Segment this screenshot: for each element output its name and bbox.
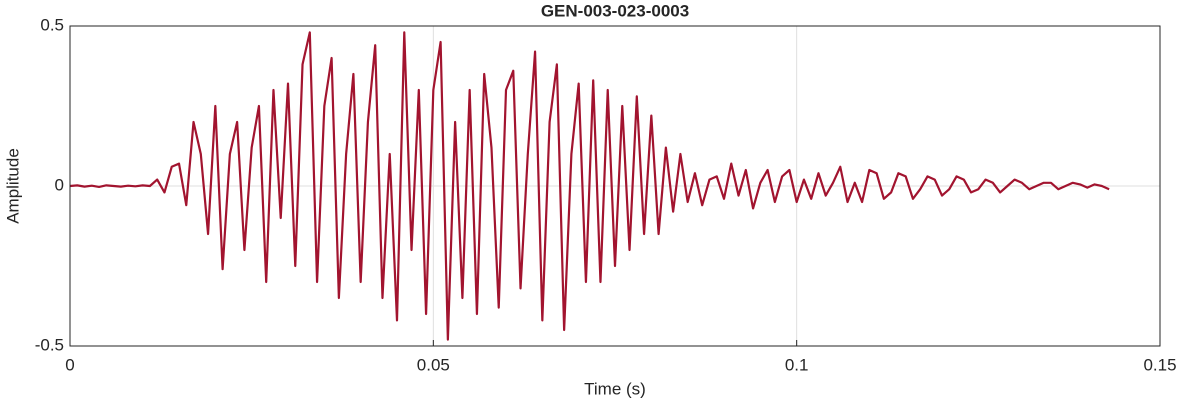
x-axis-label: Time (s) bbox=[584, 379, 646, 398]
chart-title: GEN-003-023-0003 bbox=[541, 1, 689, 20]
x-tick-label: 0.15 bbox=[1143, 355, 1176, 374]
y-tick-label: -0.5 bbox=[35, 335, 64, 354]
y-tick-label: 0.5 bbox=[40, 15, 64, 34]
y-tick-label: 0 bbox=[55, 175, 64, 194]
waveform-line bbox=[69, 31, 1110, 341]
x-tick-label: 0.05 bbox=[417, 355, 450, 374]
x-tick-label: 0.1 bbox=[785, 355, 809, 374]
x-tick-label: 0 bbox=[65, 355, 74, 374]
plot-frame bbox=[69, 25, 1161, 347]
y-axis-label: Amplitude bbox=[3, 148, 22, 224]
